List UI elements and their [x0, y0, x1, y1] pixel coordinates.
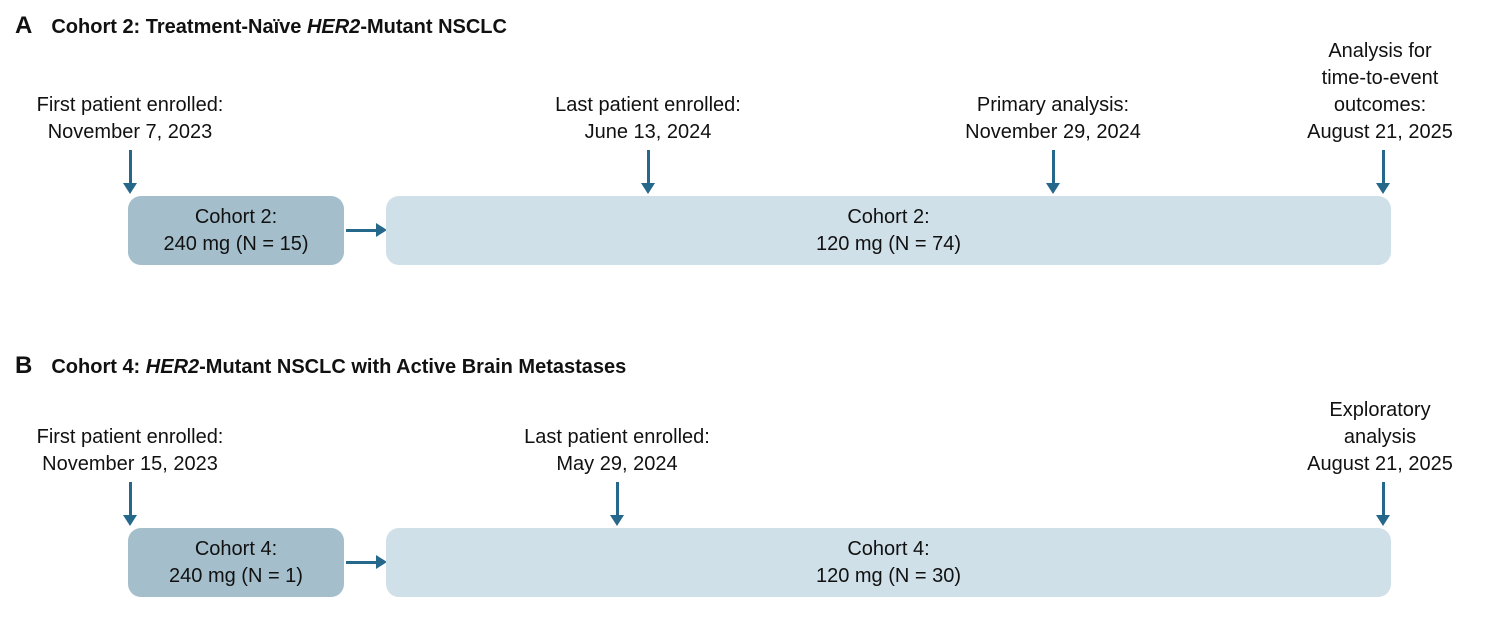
annotation-line: Analysis for — [1328, 40, 1432, 62]
annotation-first-patient-enrolled: First patient enrolled: November 15, 202… — [0, 424, 260, 478]
panel-b-title: B Cohort 4: HER2-Mutant NSCLC with Activ… — [15, 352, 626, 380]
gene-name-italic: HER2 — [306, 16, 361, 38]
title-after: -Mutant NSCLC — [360, 16, 507, 38]
dose-box-line: 120 mg (N = 30) — [815, 564, 962, 587]
panel-a-title-text: Cohort 2: Treatment-Naïve HER2-Mutant NS… — [51, 16, 507, 39]
dose-box-line: 240 mg (N = 15) — [163, 232, 309, 255]
dose-box-240mg: Cohort 4: 240 mg (N = 1) — [128, 528, 344, 597]
annotation-line: Last patient enrolled: — [524, 426, 710, 448]
dose-box-line: Cohort 4: — [847, 537, 930, 560]
panel-b-title-text: Cohort 4: HER2-Mutant NSCLC with Active … — [51, 356, 626, 379]
panel-a-label: A — [15, 12, 33, 39]
annotation-line: time-to-event — [1321, 67, 1439, 89]
annotation-line: August 21, 2025 — [1307, 453, 1453, 475]
panel-b-label: B — [15, 352, 33, 379]
panel-a-title: A Cohort 2: Treatment-Naïve HER2-Mutant … — [15, 12, 507, 40]
annotation-line: August 21, 2025 — [1307, 121, 1453, 143]
annotation-last-patient-enrolled: Last patient enrolled: June 13, 2024 — [518, 92, 778, 146]
annotation-primary-analysis: Primary analysis: November 29, 2024 — [923, 92, 1183, 146]
title-before: Cohort 2: Treatment-Naïve — [51, 16, 307, 38]
dose-box-line: Cohort 4: — [194, 537, 278, 560]
dose-box-line: 240 mg (N = 1) — [169, 564, 303, 587]
title-before: Cohort 4: — [51, 356, 146, 378]
annotation-line: analysis — [1343, 426, 1417, 448]
annotation-line: Last patient enrolled: — [555, 94, 741, 116]
annotation-line: November 7, 2023 — [47, 121, 213, 143]
annotation-last-patient-enrolled: Last patient enrolled: May 29, 2024 — [487, 424, 747, 478]
dose-box-line: Cohort 2: — [847, 205, 930, 228]
dose-box-120mg: Cohort 2: 120 mg (N = 74) — [386, 196, 1391, 265]
annotation-line: May 29, 2024 — [556, 453, 678, 475]
title-after: -Mutant NSCLC with Active Brain Metastas… — [199, 356, 627, 378]
dose-box-line: Cohort 2: — [194, 205, 278, 228]
annotation-line: Exploratory — [1329, 399, 1431, 421]
gene-name-italic: HER2 — [145, 356, 200, 378]
annotation-line: Primary analysis: — [976, 94, 1130, 116]
annotation-line: First patient enrolled: — [36, 94, 224, 116]
annotation-line: November 29, 2024 — [965, 121, 1141, 143]
annotation-first-patient-enrolled: First patient enrolled: November 7, 2023 — [0, 92, 260, 146]
annotation-line: June 13, 2024 — [584, 121, 712, 143]
annotation-time-to-event-analysis: Analysis for time-to-event outcomes: Aug… — [1250, 38, 1497, 146]
dose-box-120mg: Cohort 4: 120 mg (N = 30) — [386, 528, 1391, 597]
dose-box-240mg: Cohort 2: 240 mg (N = 15) — [128, 196, 344, 265]
annotation-line: outcomes: — [1333, 94, 1427, 116]
dose-box-line: 120 mg (N = 74) — [815, 232, 962, 255]
annotation-line: November 15, 2023 — [42, 453, 218, 475]
annotation-line: First patient enrolled: — [36, 426, 224, 448]
annotation-exploratory-analysis: Exploratory analysis August 21, 2025 — [1250, 397, 1497, 478]
